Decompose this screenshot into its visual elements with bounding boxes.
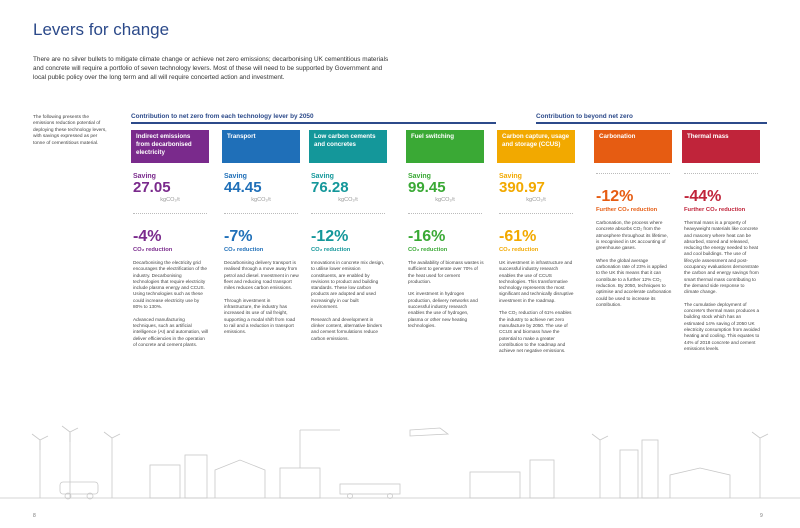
divider — [408, 213, 482, 214]
saving-unit: kgCO₂/t — [251, 197, 271, 203]
lever-column: Indirect emissions from decarbonised ele… — [131, 130, 209, 348]
co2-reduction-percent: -44% — [684, 188, 722, 205]
lever-header: Indirect emissions from decarbonised ele… — [131, 130, 209, 163]
beyond-net-zero-band-line — [536, 122, 767, 124]
net-zero-band-line — [131, 122, 496, 124]
co2-reduction-label: CO₂ reduction — [408, 247, 448, 253]
saving-unit: kgCO₂/t — [435, 197, 455, 203]
beyond-net-zero-band-label: Contribution to beyond net zero — [536, 113, 633, 120]
lever-column: Low carbon cements and concretes Saving 76… — [309, 130, 387, 342]
lever-description: Innovations in concrete mix design, to u… — [311, 260, 385, 341]
lever-column: Carbon capture, usage and storage (CCUS)… — [497, 130, 575, 354]
divider — [499, 213, 573, 214]
lever-header: Thermal mass — [682, 130, 760, 163]
lever-description: Carbonation, the process where concrete … — [596, 220, 672, 307]
lever-header: Carbon capture, usage and storage (CCUS) — [497, 130, 575, 163]
saving-value: 390.97 — [499, 179, 545, 196]
divider — [133, 213, 207, 214]
lever-description: Decarbonising the electricity grid encou… — [133, 260, 209, 347]
co2-reduction-label: Further CO₂ reduction — [684, 207, 746, 213]
lever-header: Transport — [222, 130, 300, 163]
saving-value: 76.28 — [311, 179, 349, 196]
lever-header: Low carbon cements and concretes — [309, 130, 387, 163]
intro-paragraph: There are no silver bullets to mitigate … — [33, 56, 389, 81]
divider — [311, 213, 385, 214]
page-title: Levers for change — [33, 20, 170, 39]
page-number-right: 9 — [760, 513, 763, 519]
saving-label: Saving — [224, 173, 247, 180]
city-skyline-illustration — [0, 425, 800, 500]
co2-reduction-label: CO₂ reduction — [499, 247, 539, 253]
co2-reduction-percent: -12% — [311, 228, 349, 245]
lever-column: Thermal mass -44% Further CO₂ reduction The… — [682, 130, 760, 352]
saving-value: 44.45 — [224, 179, 262, 196]
saving-unit: kgCO₂/t — [526, 197, 546, 203]
lever-description: UK investment in infrastructure and succ… — [499, 260, 574, 354]
side-note: The following presents the emissions red… — [33, 115, 107, 146]
lever-column: Transport Saving 44.45 kgCO₂/t -7% CO₂ reduct… — [222, 130, 300, 336]
divider — [684, 173, 758, 174]
lever-description: Decarbonising delivery transport is real… — [224, 260, 299, 335]
lever-column: Fuel switching Saving 99.45 kgCO₂/t -16% CO₂ … — [406, 130, 484, 329]
saving-label: Saving — [499, 173, 522, 180]
co2-reduction-label: CO₂ reduction — [311, 247, 351, 253]
saving-value: 27.05 — [133, 179, 171, 196]
co2-reduction-label: CO₂ reduction — [224, 247, 264, 253]
net-zero-band-label: Contribution to net zero from each techn… — [131, 113, 314, 120]
lever-header: Fuel switching — [406, 130, 484, 163]
lever-header: Carbonation — [594, 130, 672, 163]
saving-label: Saving — [311, 173, 334, 180]
divider — [224, 213, 298, 214]
co2-reduction-label: CO₂ reduction — [133, 247, 173, 253]
saving-unit: kgCO₂/t — [160, 197, 180, 203]
lever-description: Thermal mass is a property of heavyweigh… — [684, 220, 760, 351]
saving-unit: kgCO₂/t — [338, 197, 358, 203]
co2-reduction-percent: -12% — [596, 188, 634, 205]
saving-label: Saving — [133, 173, 156, 180]
divider — [596, 173, 670, 174]
co2-reduction-label: Further CO₂ reduction — [596, 207, 658, 213]
lever-column: Carbonation -12% Further CO₂ reduction Carb… — [594, 130, 672, 308]
co2-reduction-percent: -7% — [224, 228, 253, 245]
co2-reduction-percent: -4% — [133, 228, 162, 245]
lever-description: The availability of biomass wastes is su… — [408, 260, 484, 328]
co2-reduction-percent: -61% — [499, 228, 537, 245]
page-number-left: 8 — [33, 513, 36, 519]
saving-value: 99.45 — [408, 179, 446, 196]
saving-label: Saving — [408, 173, 431, 180]
co2-reduction-percent: -16% — [408, 228, 446, 245]
